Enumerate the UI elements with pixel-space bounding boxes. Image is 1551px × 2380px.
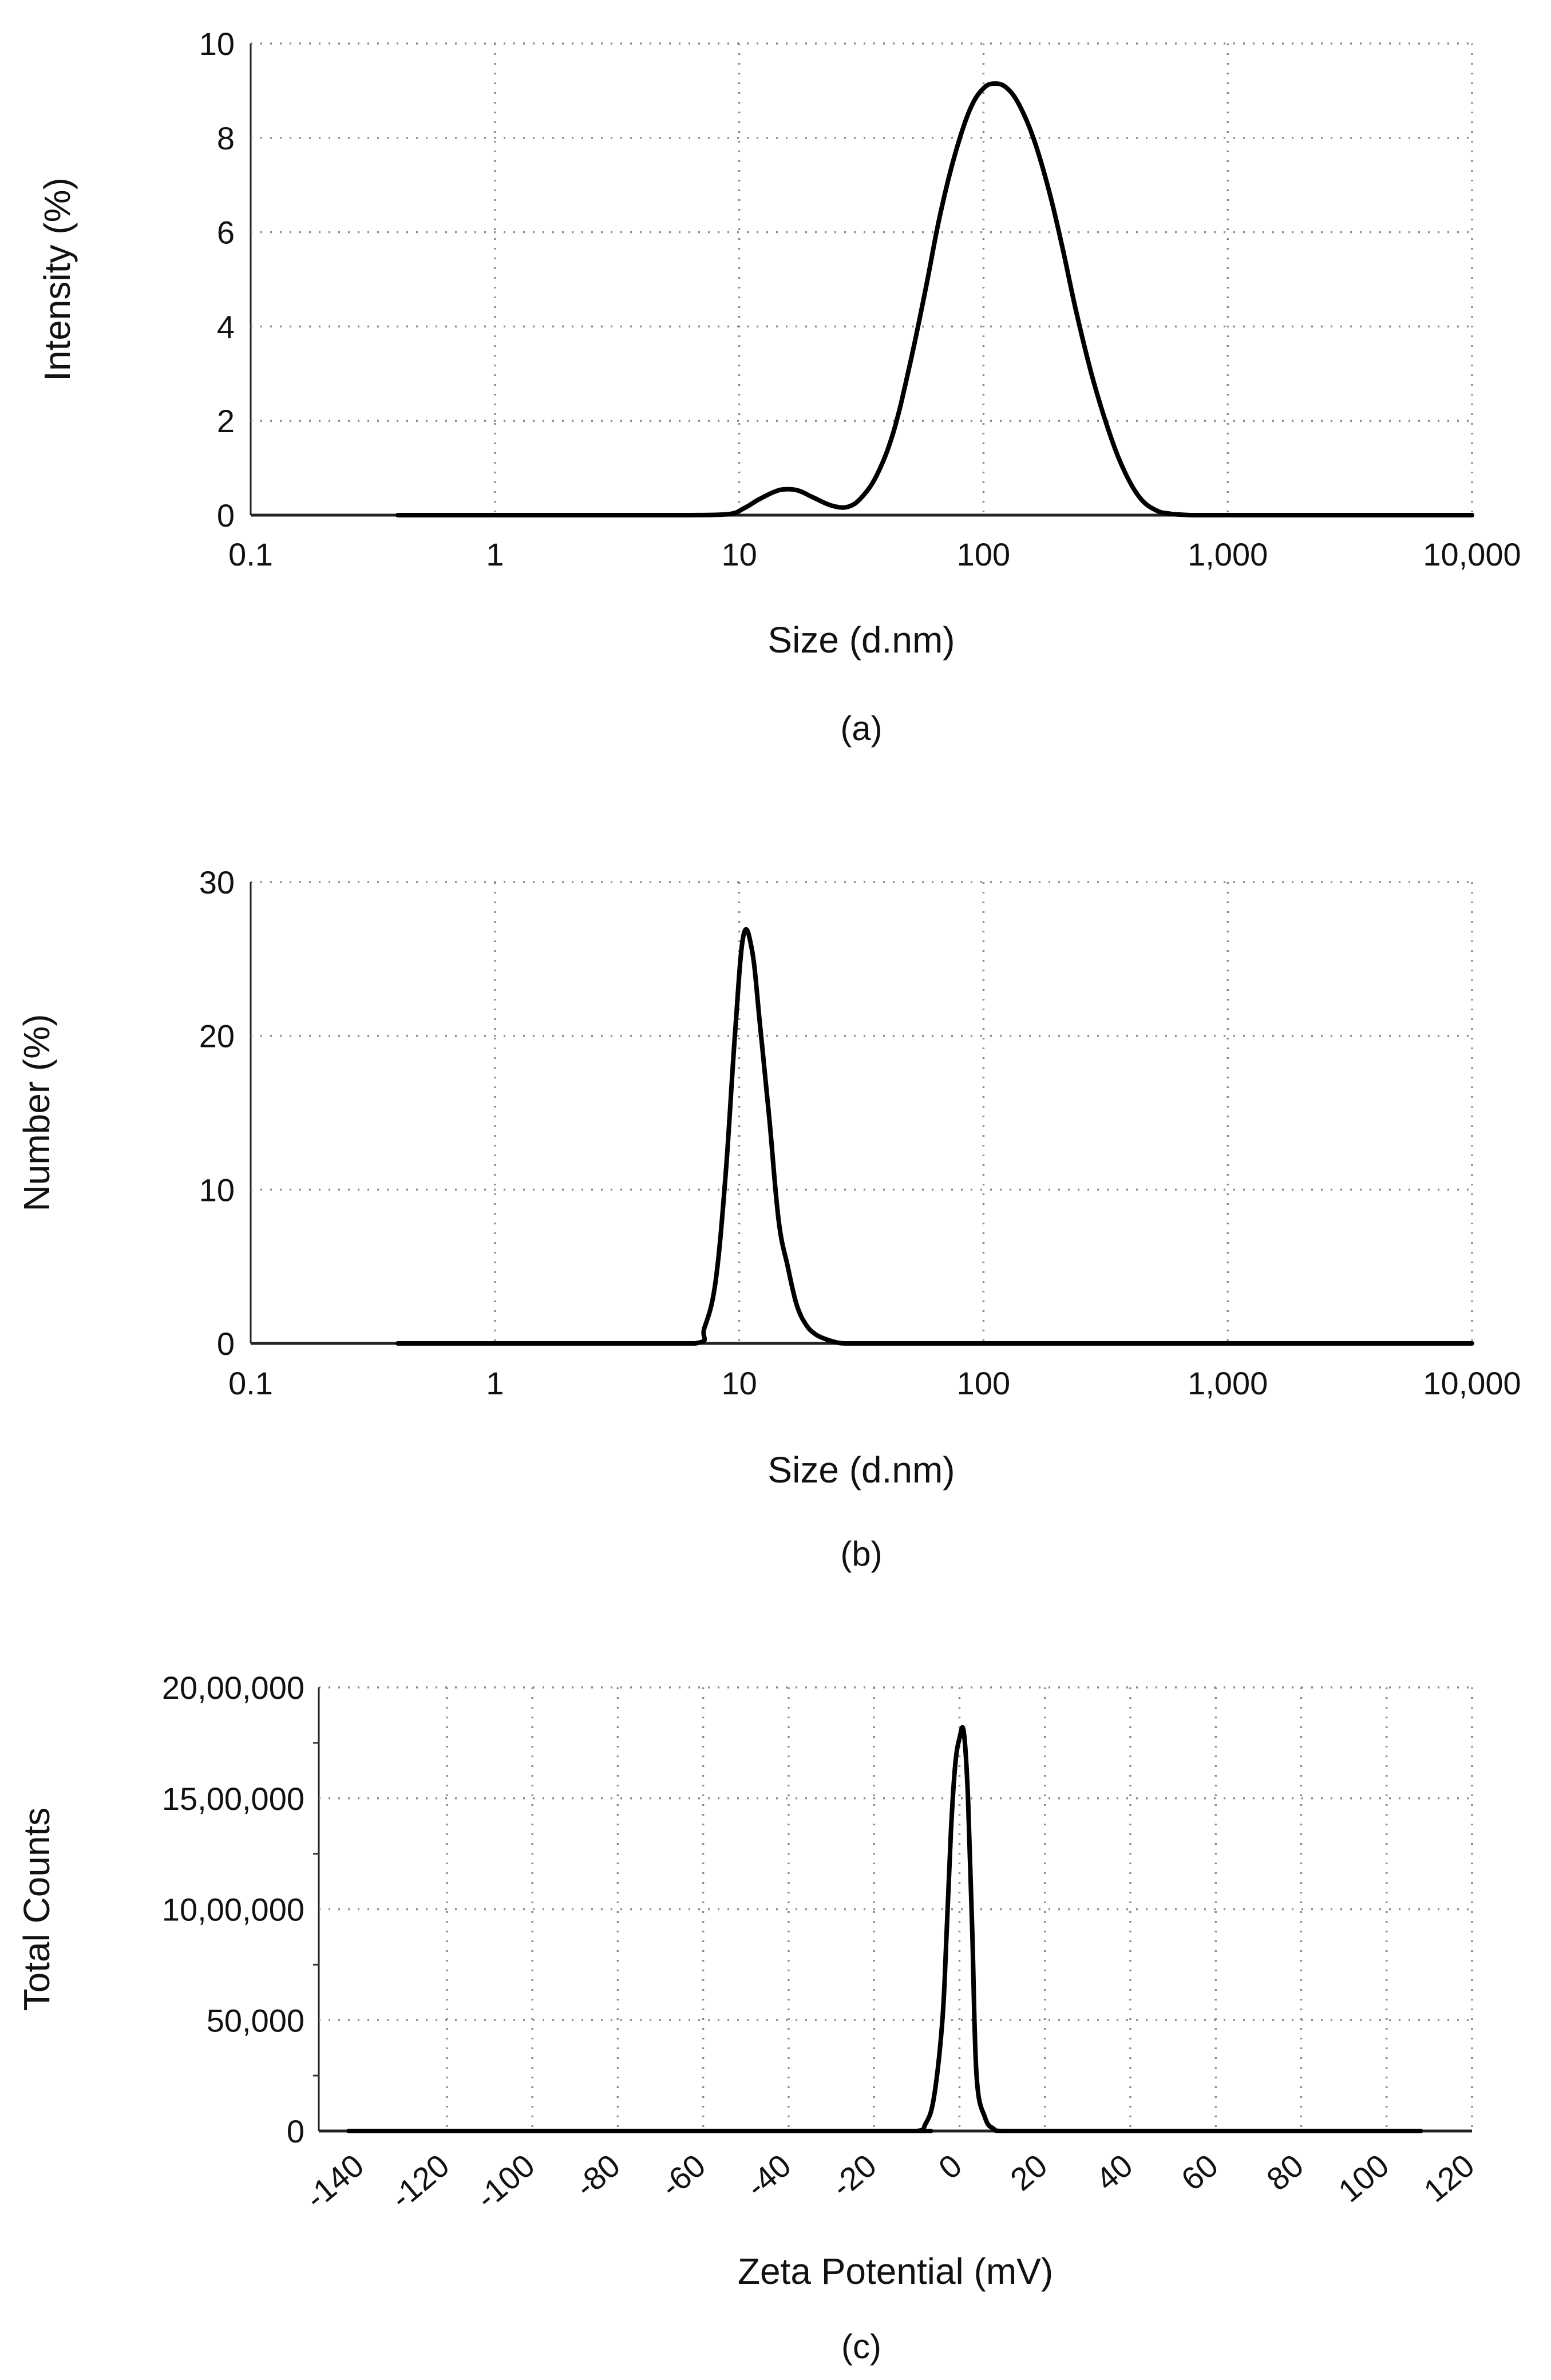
y-axis-title: Number (%) xyxy=(16,1014,57,1212)
panel-label: (c) xyxy=(841,2327,881,2366)
y-tick-label: 4 xyxy=(217,309,235,345)
y-axis-title: Total Counts xyxy=(16,1808,57,2011)
x-tick-label: -60 xyxy=(654,2147,712,2204)
x-tick-label: 10 xyxy=(721,536,757,572)
panel-c: -140 -120 -100 -80 -60 -40 -20 0 20 40 60 80 100 120 0… xyxy=(16,1670,1481,2366)
y-tick-label: 10 xyxy=(199,1172,235,1208)
figure: 0.1 1 10 100 1,000 10,0000246810Size (d.nm)In… xyxy=(0,0,1551,2380)
x-tick-label: 0.1 xyxy=(228,536,273,572)
y-tick-label: 8 xyxy=(217,120,235,156)
y-tick-label: 10,00,000 xyxy=(162,1892,304,1928)
y-tick-label: 50,000 xyxy=(207,2002,304,2038)
series-line-intensity xyxy=(398,84,1472,515)
y-tick-label: 0 xyxy=(287,2113,304,2149)
panel-b: 0.1 1 10 100 1,000 10,000 0 10 20 30 Size (d.nm) Nu… xyxy=(16,864,1521,1573)
y-tick-label: 20,00,000 xyxy=(162,1670,304,1706)
x-tick-label: 20 xyxy=(1003,2147,1054,2197)
y-tick-label: 20 xyxy=(199,1018,235,1054)
x-axis-title: Size (d.nm) xyxy=(767,1449,955,1491)
series-line-number xyxy=(398,930,1472,1343)
x-tick-label: 100 xyxy=(957,1365,1010,1401)
y-axis-title: Intensity (%) xyxy=(37,177,78,381)
x-tick-label: -80 xyxy=(568,2147,627,2204)
x-tick-label: 1 xyxy=(486,1365,504,1401)
x-tick-label: 100 xyxy=(957,536,1010,572)
x-tick-label: 100 xyxy=(1331,2147,1395,2209)
x-tick-label: -140 xyxy=(298,2147,370,2216)
y-tick-label: 2 xyxy=(217,403,235,439)
x-tick-label: 1,000 xyxy=(1188,536,1268,572)
x-axis-title: Size (d.nm) xyxy=(767,619,955,661)
series-line-total-counts xyxy=(349,1727,1421,2131)
panel-label: (a) xyxy=(840,709,882,748)
y-tick-label: 0 xyxy=(217,1326,235,1362)
x-tick-label: 1,000 xyxy=(1188,1365,1268,1401)
x-tick-label: 0.1 xyxy=(228,1365,273,1401)
x-tick-label: 60 xyxy=(1174,2147,1225,2197)
x-tick-label: 10 xyxy=(721,1365,757,1401)
x-tick-label: -100 xyxy=(469,2147,541,2216)
x-tick-label: 1 xyxy=(486,536,504,572)
x-tick-label: 80 xyxy=(1260,2147,1310,2197)
x-tick-label: -120 xyxy=(383,2147,456,2216)
panel-label: (b) xyxy=(840,1535,882,1573)
x-axis-title: Zeta Potential (mV) xyxy=(738,2251,1053,2292)
y-tick-label: 10 xyxy=(199,26,235,62)
panel-a: 0.1 1 10 100 1,000 10,000 0 2 4 6 8 10 Size (d.nm) In… xyxy=(37,26,1521,748)
x-tick-label: -20 xyxy=(824,2147,883,2204)
x-tick-label: 0 xyxy=(932,2147,968,2186)
y-tick-label: 0 xyxy=(217,497,235,533)
y-tick-label: 15,00,000 xyxy=(162,1781,304,1817)
x-tick-label: 10,000 xyxy=(1423,1365,1521,1401)
x-tick-label: 120 xyxy=(1417,2147,1481,2209)
x-tick-label: 10,000 xyxy=(1423,536,1521,572)
x-tick-label: 40 xyxy=(1089,2147,1139,2197)
x-tick-label: -40 xyxy=(739,2147,797,2204)
y-tick-label: 6 xyxy=(217,215,235,251)
y-tick-label: 30 xyxy=(199,864,235,900)
